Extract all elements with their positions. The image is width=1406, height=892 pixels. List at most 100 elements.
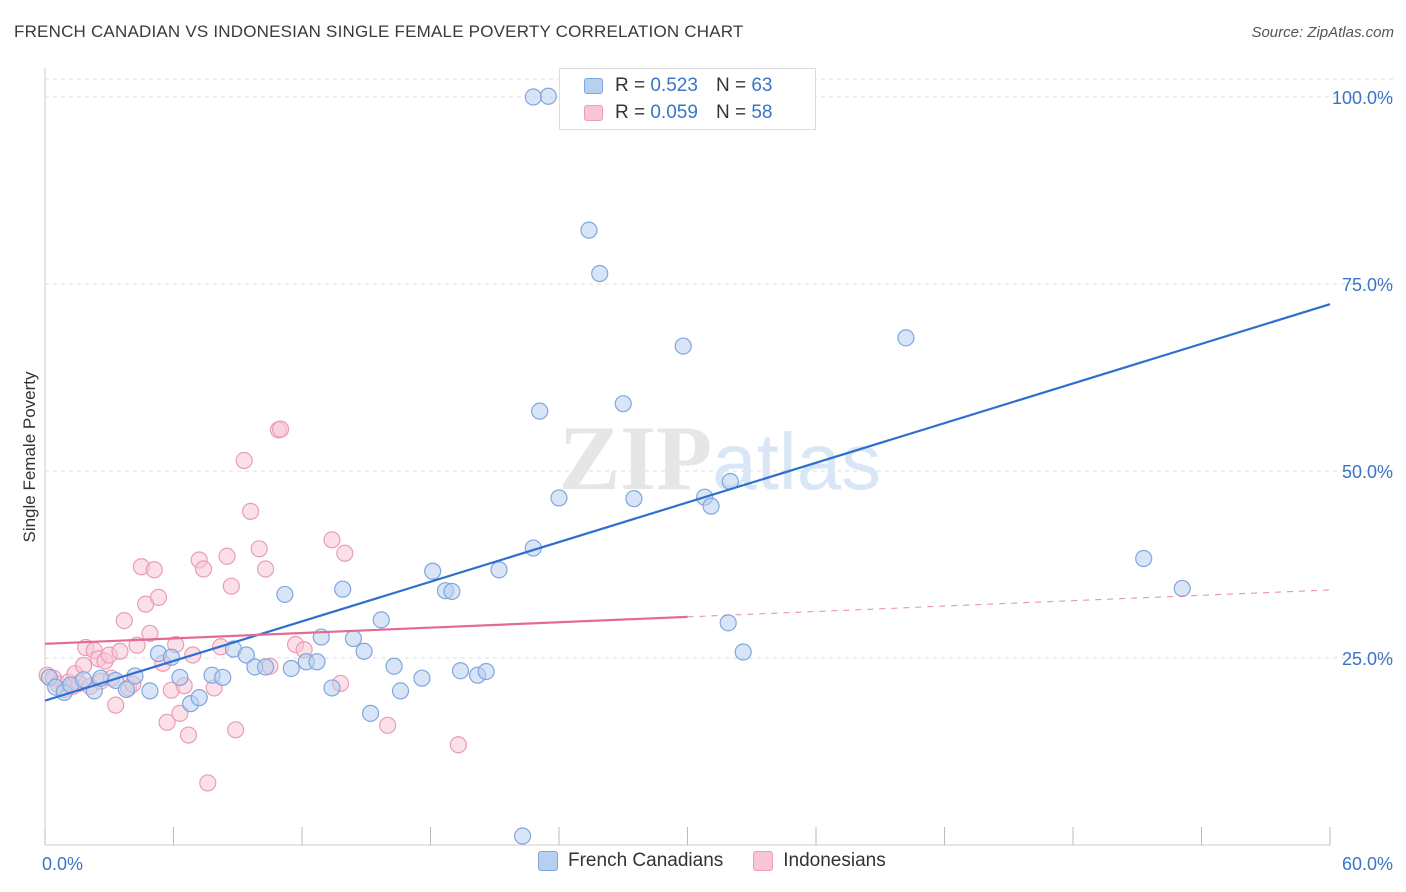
data-point — [276, 585, 294, 604]
legend-row-french-canadians: R = 0.523 N = 63 — [584, 73, 772, 99]
y-tick-label: 50.0% — [1342, 462, 1393, 482]
data-point — [344, 629, 362, 648]
trendlines — [44, 303, 1331, 702]
data-point — [235, 451, 253, 470]
data-point — [323, 679, 341, 697]
data-point — [443, 582, 461, 601]
n-value: 58 — [751, 102, 773, 123]
data-point — [145, 561, 163, 579]
r-value: 0.523 — [650, 75, 698, 96]
legend-item-french-canadians[interactable]: French Canadians — [538, 850, 723, 872]
data-point — [194, 560, 213, 578]
n-value: 63 — [751, 75, 773, 96]
legend-item-indonesians[interactable]: Indonesians — [753, 850, 886, 872]
data-point — [1135, 549, 1153, 568]
data-point — [282, 659, 300, 678]
data-point — [171, 668, 189, 687]
tick-labels: 25.0% 50.0% 75.0% 100.0% 0.0% 60.0% — [42, 88, 1393, 874]
data-point — [107, 696, 125, 714]
trendline-french-canadians — [44, 303, 1331, 702]
legend-row-indonesians: R = 0.059 N = 58 — [584, 100, 772, 126]
data-point — [218, 547, 236, 565]
data-point — [111, 642, 129, 660]
data-point — [336, 544, 354, 562]
data-point — [1173, 579, 1191, 598]
data-point — [190, 689, 208, 707]
data-point — [355, 642, 373, 660]
series-legend: French Canadians Indonesians — [538, 850, 916, 872]
data-point — [171, 704, 189, 722]
data-point — [734, 643, 752, 661]
data-point — [531, 402, 549, 420]
data-point — [550, 489, 568, 507]
n-label: N = — [715, 75, 747, 96]
y-tick-label: 100.0% — [1332, 88, 1393, 108]
data-point — [424, 562, 442, 580]
x-tick-label: 60.0% — [1342, 854, 1393, 874]
data-point — [591, 264, 609, 283]
data-point — [513, 827, 532, 845]
data-point — [372, 611, 390, 629]
trendline-indonesians — [44, 615, 688, 645]
data-point — [214, 668, 232, 687]
data-point — [128, 636, 146, 654]
data-point — [524, 88, 542, 106]
data-point — [413, 669, 431, 687]
data-point — [308, 653, 326, 671]
data-point — [222, 577, 240, 595]
data-point — [115, 611, 133, 630]
data-point — [490, 561, 508, 579]
data-point — [256, 560, 275, 578]
r-label: R = — [615, 75, 646, 96]
source-label: Source: ZipAtlas.com — [1251, 24, 1394, 41]
data-point — [391, 682, 410, 700]
data-point — [237, 646, 255, 664]
x-tick-label: 0.0% — [42, 854, 83, 874]
data-point — [141, 624, 159, 642]
pink-swatch — [753, 851, 774, 871]
r-label: R = — [615, 102, 646, 123]
y-tick-label: 25.0% — [1342, 649, 1393, 669]
trendline-indonesians-extension — [687, 589, 1331, 618]
data-point — [271, 420, 290, 438]
data-point — [141, 682, 159, 700]
pink-swatch — [584, 105, 603, 121]
data-point — [158, 713, 176, 731]
data-point — [702, 497, 720, 515]
data-point — [242, 502, 260, 520]
data-point — [897, 329, 915, 347]
indonesians-points — [38, 420, 467, 792]
blue-swatch — [584, 78, 603, 94]
gridlines — [45, 78, 1395, 659]
data-point — [117, 680, 135, 699]
data-point — [250, 540, 268, 558]
data-point — [674, 337, 692, 355]
data-point — [614, 395, 632, 413]
data-point — [580, 221, 598, 239]
data-point — [323, 531, 341, 549]
correlation-legend: R = 0.523 N = 63 R = 0.059 N = 58 — [559, 68, 816, 130]
legend-label: French Canadians — [568, 850, 724, 871]
data-point — [449, 736, 467, 754]
chart-title: FRENCH CANADIAN VS INDONESIAN SINGLE FEM… — [14, 22, 744, 41]
data-point — [385, 657, 403, 675]
data-point — [179, 726, 198, 744]
data-point — [334, 580, 352, 598]
data-point — [379, 716, 397, 734]
blue-swatch — [538, 851, 558, 871]
data-point — [256, 658, 275, 676]
data-point — [74, 656, 93, 675]
y-tick-label: 75.0% — [1342, 275, 1393, 295]
data-point — [539, 87, 557, 105]
data-point — [361, 704, 380, 722]
data-point — [149, 588, 168, 607]
n-label: N = — [715, 102, 747, 123]
data-point — [625, 490, 643, 508]
data-point — [199, 774, 217, 792]
data-point — [451, 662, 470, 680]
r-value: 0.059 — [650, 102, 698, 123]
data-point — [719, 614, 737, 632]
data-point — [227, 721, 245, 739]
legend-label: Indonesians — [783, 850, 886, 871]
